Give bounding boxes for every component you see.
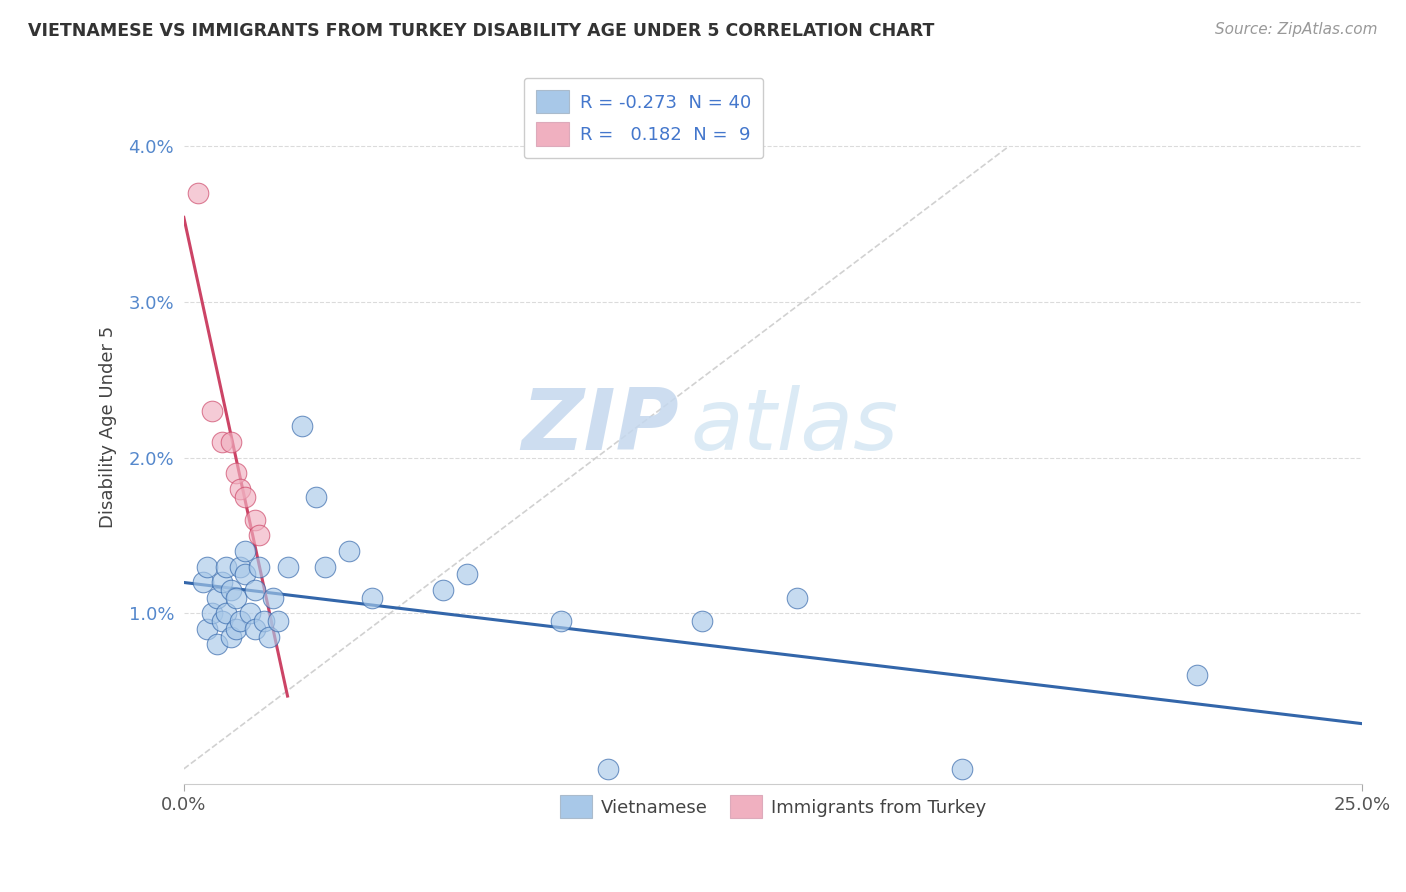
Point (247, 528, 270, 542)
Point (262, 591, 284, 605)
Point (243, 582, 266, 597)
Point (201, 404, 224, 418)
Point (598, 762, 620, 776)
Text: ZIP: ZIP (522, 385, 679, 468)
Point (247, 559, 270, 574)
Point (314, 559, 336, 574)
Point (305, 490, 328, 504)
Point (197, 622, 219, 636)
Point (219, 582, 242, 597)
Text: atlas: atlas (690, 385, 898, 468)
Point (233, 544, 256, 558)
Point (786, 591, 808, 605)
Point (229, 559, 252, 574)
Point (950, 762, 973, 776)
Text: Source: ZipAtlas.com: Source: ZipAtlas.com (1215, 22, 1378, 37)
Point (215, 606, 238, 620)
Point (277, 559, 299, 574)
Point (215, 559, 238, 574)
Point (243, 622, 266, 636)
Point (233, 567, 256, 582)
Point (205, 591, 228, 605)
Point (219, 435, 242, 450)
Point (456, 567, 478, 582)
Legend: Vietnamese, Immigrants from Turkey: Vietnamese, Immigrants from Turkey (553, 788, 994, 825)
Point (267, 614, 290, 628)
Point (229, 614, 252, 628)
Point (191, 575, 214, 590)
Point (1187, 668, 1209, 682)
Point (229, 482, 252, 496)
Point (211, 435, 233, 450)
Point (239, 606, 262, 620)
Point (243, 513, 266, 527)
Point (187, 186, 209, 200)
Point (550, 614, 572, 628)
Point (253, 614, 276, 628)
Point (225, 622, 247, 636)
Point (337, 544, 360, 558)
Point (211, 614, 233, 628)
Point (225, 466, 247, 480)
Point (233, 490, 256, 504)
Text: VIETNAMESE VS IMMIGRANTS FROM TURKEY DISABILITY AGE UNDER 5 CORRELATION CHART: VIETNAMESE VS IMMIGRANTS FROM TURKEY DIS… (28, 22, 935, 40)
Point (219, 630, 242, 644)
Point (201, 606, 224, 620)
Point (211, 575, 233, 590)
Point (432, 582, 454, 597)
Point (692, 614, 714, 628)
Point (225, 591, 247, 605)
Point (205, 637, 228, 651)
Point (197, 559, 219, 574)
Point (257, 630, 280, 644)
Point (361, 591, 384, 605)
Point (291, 419, 314, 434)
Y-axis label: Disability Age Under 5: Disability Age Under 5 (100, 326, 117, 527)
